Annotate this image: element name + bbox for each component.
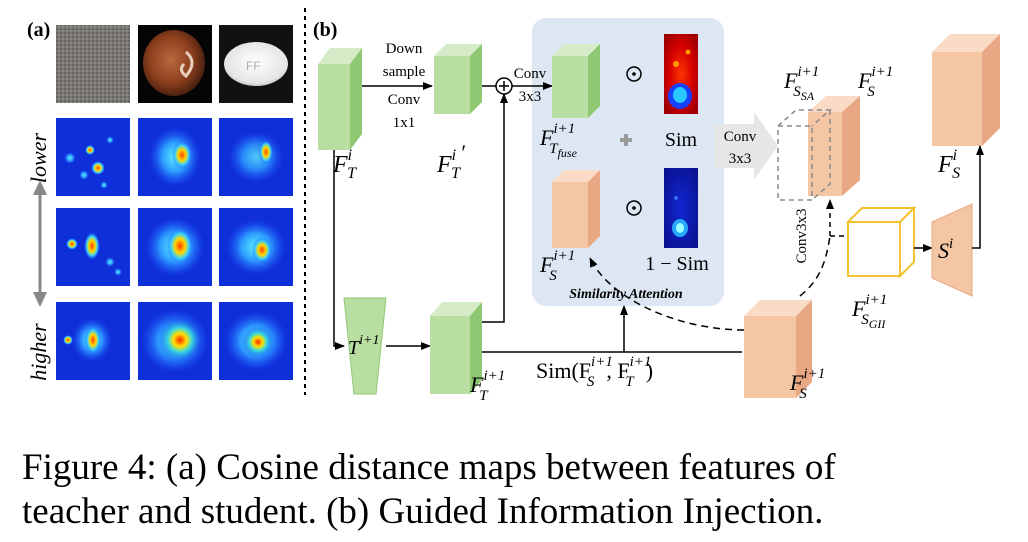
feature-block-FT-i-prime	[434, 44, 482, 114]
conv3x3-grey-arrow	[714, 112, 778, 180]
sim-function-label: Sim(Fi+1 S, Fi+1 T)	[536, 354, 653, 390]
svg-text:FF: FF	[246, 59, 261, 73]
axis-higher-label: higher	[26, 323, 51, 381]
conv1x1-label-1: Conv	[388, 92, 421, 108]
feature-block-FS-attn	[552, 170, 600, 248]
feature-block-FT-i-plus-1	[430, 302, 482, 394]
conv3x3-mid-label-2: 3x3	[729, 151, 752, 167]
conv3x3-top-label-1: Conv	[514, 66, 547, 82]
feature-block-FT-fuse	[552, 44, 600, 118]
sample-images-row: FF	[56, 25, 293, 103]
dashed-curve-to-attn	[589, 257, 745, 331]
downsample-label-2: sample	[383, 64, 426, 80]
feature-block-FS-SA	[777, 96, 860, 201]
caption-line-1: Figure 4: (a) Cosine distance maps betwe…	[22, 447, 836, 488]
label-FS-GII: Fi+1 SGII	[851, 292, 887, 331]
panel-a-label: (a)	[27, 19, 50, 41]
label-FS-SA: Fi+1 SSA	[783, 64, 819, 103]
one-minus-sim-label: 1 − Sim	[645, 253, 709, 275]
conv3x3-mid-label-1: Conv	[724, 129, 757, 145]
figure-canvas: (a) FF	[26, 8, 1000, 404]
label-FT-i-plus-1: Fi+1 T	[469, 368, 505, 404]
conv3x3-vertical-label: Conv3x3	[794, 208, 810, 263]
feature-block-FS-GII	[845, 205, 917, 279]
conv3x3-top-label-2: 3x3	[519, 89, 542, 105]
figure-caption: Figure 4: (a) Cosine distance maps betwe…	[22, 446, 1012, 534]
sim-map	[664, 34, 698, 114]
student-block-S-i	[931, 203, 973, 297]
downsample-label-1: Down	[386, 41, 423, 57]
multiply-operator-icon-bottom	[626, 200, 642, 216]
similarity-attention-label: Similarity Attention	[569, 287, 683, 302]
multiply-operator-icon-top	[626, 66, 642, 82]
fabric-image	[56, 25, 130, 103]
label-FT-i-prime: Fi T′	[436, 140, 466, 182]
feature-block-FS-i	[932, 34, 1000, 146]
label-FT-i: Fi T	[332, 147, 357, 182]
heatmap-row-3	[56, 302, 293, 380]
sim-label: Sim	[665, 129, 698, 151]
heatmap-row-1	[56, 118, 293, 196]
dashed-curve-to-conv	[799, 235, 831, 297]
one-minus-sim-map	[664, 168, 698, 248]
heatmap-row-2	[56, 208, 293, 286]
label-FS-i: Fi S	[937, 147, 960, 182]
panel-b-label: (b)	[313, 19, 337, 41]
conv1x1-label-2: 1x1	[393, 115, 416, 131]
teacher-block-T	[343, 297, 387, 395]
label-FS-i-plus-1-top: Fi+1 S	[857, 64, 893, 100]
axis-lower-label: lower	[26, 133, 51, 184]
feature-block-FS-i-plus-1	[744, 300, 812, 398]
caption-line-2: teacher and student. (b) Guided Informat…	[22, 491, 824, 532]
feature-block-FT-i	[318, 48, 362, 150]
plus-grey-icon	[620, 134, 632, 146]
